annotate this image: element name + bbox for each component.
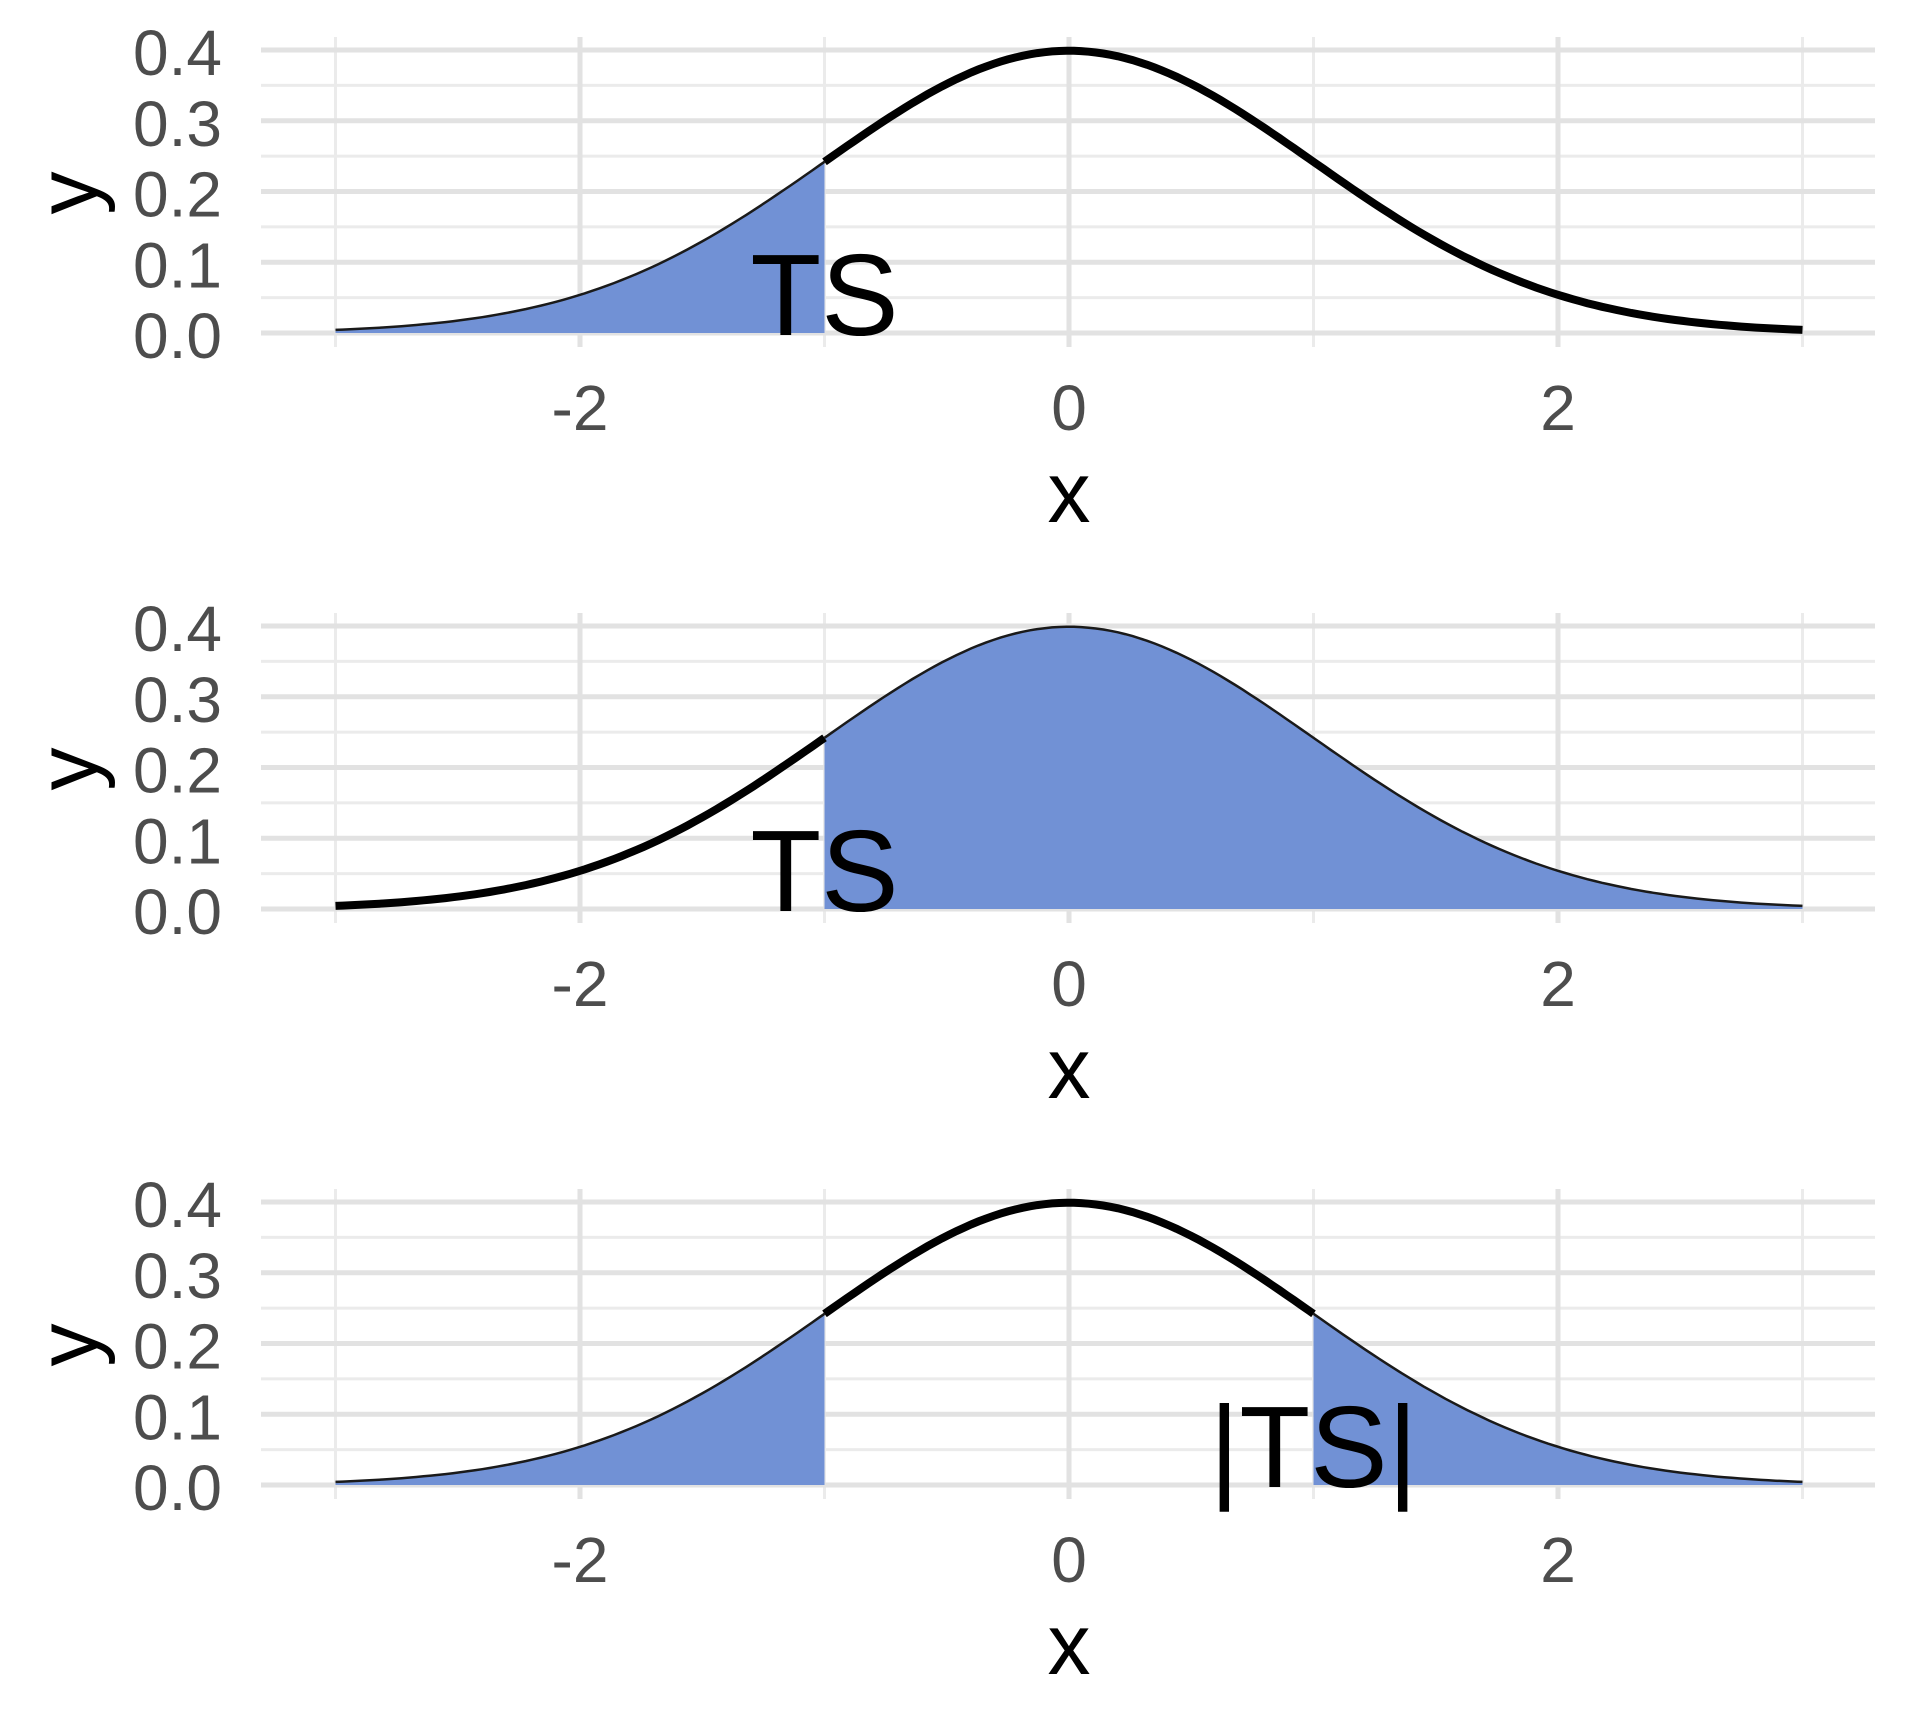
shaded-area-edge — [1312, 1312, 1803, 1484]
y-tick-label: 0.1 — [133, 229, 222, 301]
density-curve — [335, 734, 827, 910]
y-tick-label: 0.3 — [133, 88, 222, 160]
shaded-area — [824, 626, 1803, 909]
test-statistic-label: TS — [750, 806, 898, 936]
shaded-area — [335, 161, 825, 333]
density-curve — [822, 1198, 1316, 1318]
x-tick-label: 2 — [1540, 372, 1576, 444]
x-tick-label: 0 — [1051, 372, 1087, 444]
density-curve — [822, 46, 1803, 334]
y-tick-label: 0.2 — [133, 1311, 222, 1383]
x-tick-label: -2 — [552, 948, 609, 1020]
plot-right-area-canvas: 0.00.10.20.30.4 -2 0 2 x y TS — [20, 593, 1875, 1117]
x-axis-title: x — [1048, 1021, 1091, 1117]
y-tick-label: 0.4 — [133, 17, 222, 89]
y-tick-label: 0.3 — [133, 664, 222, 736]
test-statistic-label: TS — [750, 230, 898, 360]
y-tick-label: 0.4 — [133, 1169, 222, 1241]
shaded-area-edge — [335, 160, 826, 332]
y-axis-title: y — [20, 1324, 116, 1367]
shaded-area-edge — [823, 625, 1803, 908]
y-tick-label: 0.2 — [133, 735, 222, 807]
x-axis-title: x — [1048, 445, 1091, 541]
plot-two-tails: 0.0 0.1 0.2 0.3 0.4 -2 0 2 x y |TS| — [0, 1152, 1920, 1728]
x-tick-label: 2 — [1540, 1524, 1576, 1596]
x-tick-label: -2 — [552, 1524, 609, 1596]
shaded-area — [1313, 1313, 1803, 1485]
y-tick-label: 0.0 — [133, 876, 222, 948]
plot-left-tail: 0.0 0.1 0.2 0.3 0.4 -2 0 2 x y TS — [0, 0, 1920, 576]
y-tick-label: 0.2 — [133, 159, 222, 231]
y-tick-label: 0.0 — [133, 1452, 222, 1524]
x-tick-label: 0 — [1051, 948, 1087, 1020]
x-tick-label: -2 — [552, 372, 609, 444]
x-tick-label: 0 — [1051, 1524, 1087, 1596]
shaded-area-edge — [335, 1312, 826, 1484]
x-tick-label: 2 — [1540, 948, 1576, 1020]
y-axis-title: y — [20, 748, 116, 791]
y-tick-label: 0.0 — [133, 300, 222, 372]
y-tick-label: 0.4 — [133, 593, 222, 665]
test-statistic-label: |TS| — [1209, 1382, 1418, 1512]
y-axis-title: y — [20, 172, 116, 215]
y-tick-label: 0.1 — [133, 805, 222, 877]
plot-left-tail-canvas: 0.00.10.20.30.4 -2 0 2 x y TS — [20, 17, 1875, 541]
plot-two-tails-canvas: 0.00.10.20.30.4 -2 0 2 x y |TS| — [20, 1169, 1875, 1693]
y-tick-label: 0.1 — [133, 1381, 222, 1453]
y-tick-label: 0.3 — [133, 1240, 222, 1312]
x-axis-title: x — [1048, 1597, 1091, 1693]
plot-right-area: 0.0 0.1 0.2 0.3 0.4 -2 0 2 x y TS — [0, 576, 1920, 1152]
shaded-area — [335, 1313, 825, 1485]
